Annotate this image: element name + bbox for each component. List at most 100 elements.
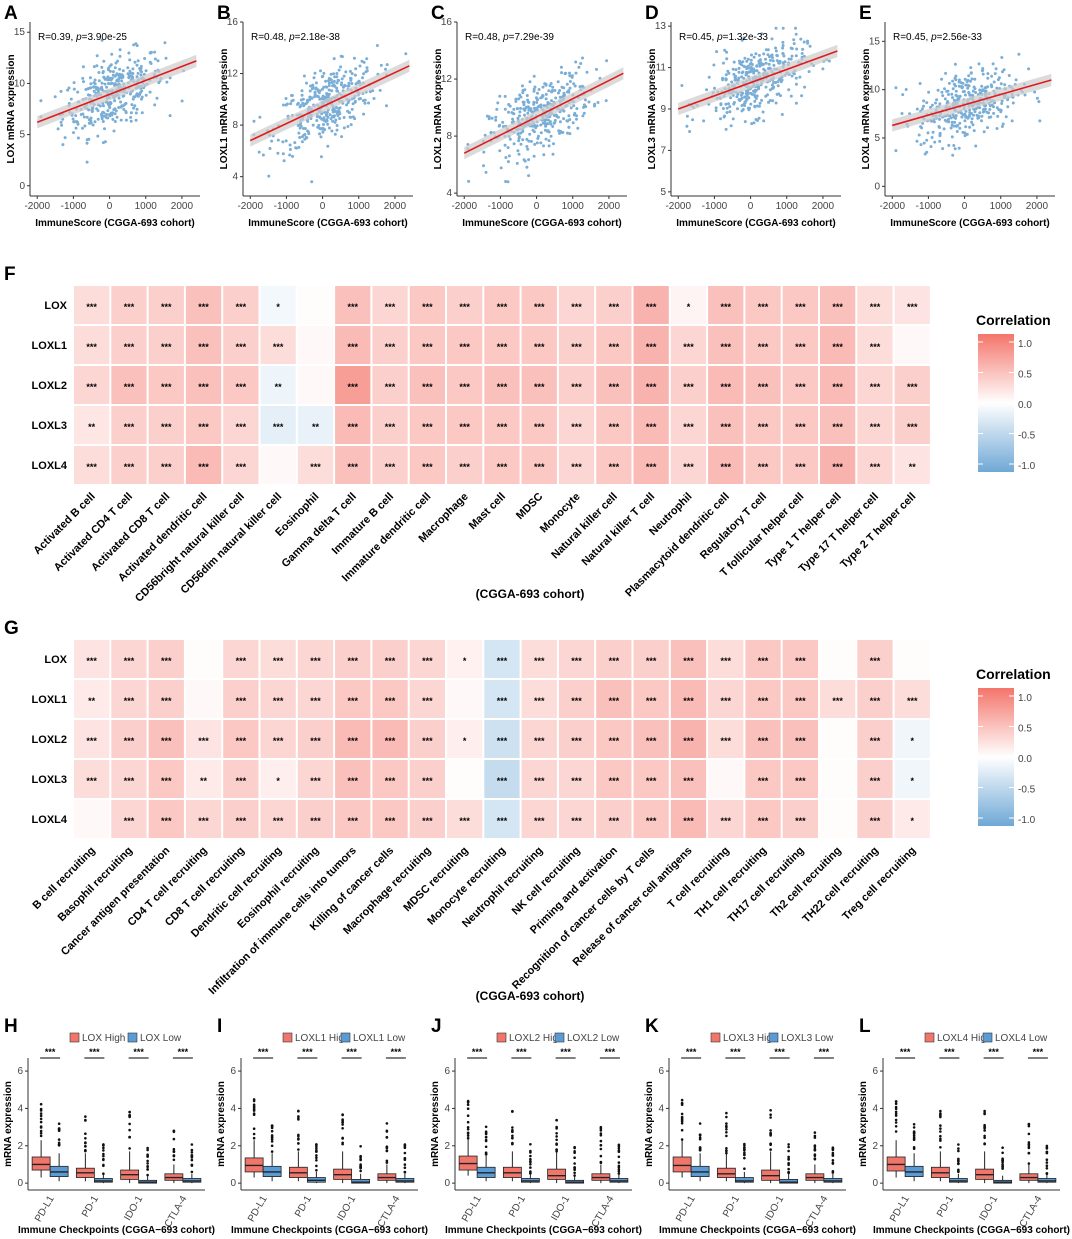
heatmap-cell bbox=[857, 720, 893, 758]
heatmap-cell bbox=[670, 720, 707, 758]
outlier-point bbox=[680, 1138, 684, 1141]
data-point bbox=[573, 84, 577, 88]
data-point bbox=[115, 115, 119, 119]
data-point bbox=[303, 127, 307, 130]
data-point bbox=[957, 146, 961, 150]
heatmap-cell bbox=[857, 286, 893, 324]
y-tick-label: 7 bbox=[660, 145, 666, 156]
data-point bbox=[800, 94, 804, 98]
data-point bbox=[268, 147, 272, 150]
data-point bbox=[329, 117, 333, 121]
outlier-point bbox=[1001, 1159, 1004, 1162]
significance-stars: *** bbox=[124, 816, 135, 826]
outlier-point bbox=[102, 1149, 105, 1152]
heatmap-cell bbox=[596, 640, 632, 678]
data-point bbox=[995, 127, 999, 130]
data-point bbox=[117, 96, 121, 100]
heatmap-cell bbox=[894, 760, 930, 798]
data-point bbox=[707, 75, 711, 79]
panel-label: F bbox=[4, 264, 16, 285]
significance-stars: ** bbox=[312, 422, 320, 432]
data-point bbox=[504, 156, 508, 159]
data-point bbox=[96, 117, 100, 121]
data-point bbox=[558, 131, 561, 135]
data-point bbox=[781, 61, 785, 65]
significance-stars: *** bbox=[720, 422, 731, 432]
box-iqr bbox=[672, 1156, 692, 1173]
outlier-point bbox=[912, 1138, 916, 1141]
outlier-point bbox=[466, 1131, 470, 1135]
data-point bbox=[741, 70, 745, 74]
x-tick-label: 2000 bbox=[1026, 201, 1049, 212]
significance-stars: ** bbox=[88, 696, 96, 706]
heatmap-cell bbox=[782, 326, 818, 364]
data-point bbox=[511, 117, 515, 121]
data-point bbox=[568, 118, 572, 122]
data-point bbox=[731, 67, 735, 71]
outlier-point bbox=[252, 1106, 256, 1110]
data-point bbox=[118, 67, 122, 71]
data-point bbox=[938, 133, 942, 137]
data-point bbox=[515, 107, 519, 110]
data-point bbox=[568, 80, 572, 83]
data-point bbox=[139, 73, 143, 77]
data-point bbox=[757, 53, 761, 57]
heatmap-cell bbox=[708, 680, 744, 718]
legend-swatch-high bbox=[924, 1032, 935, 1043]
data-point bbox=[506, 180, 510, 184]
data-point bbox=[82, 115, 86, 119]
significance-stars: *** bbox=[347, 422, 358, 432]
p-value: =2.56e-33 bbox=[937, 32, 983, 43]
outlier-point bbox=[172, 1137, 176, 1141]
data-point bbox=[943, 97, 947, 101]
data-point bbox=[67, 86, 71, 90]
data-point bbox=[966, 78, 970, 82]
data-point bbox=[732, 102, 736, 106]
outlier-point bbox=[555, 1142, 558, 1145]
data-point bbox=[490, 116, 494, 120]
heatmap-cell bbox=[558, 760, 595, 798]
data-point bbox=[747, 108, 751, 112]
data-point bbox=[582, 105, 585, 109]
data-point bbox=[536, 105, 540, 109]
data-point bbox=[131, 97, 135, 101]
panel-label: K bbox=[645, 1016, 659, 1037]
data-point bbox=[281, 152, 285, 156]
outlier-point bbox=[39, 1114, 43, 1118]
data-point bbox=[467, 179, 471, 183]
outlier-point bbox=[128, 1110, 131, 1114]
data-point bbox=[738, 61, 742, 65]
x-tick-label: CTLA-4 bbox=[590, 1194, 617, 1230]
significance-stars: *** bbox=[459, 816, 470, 826]
data-point bbox=[947, 81, 951, 85]
data-point bbox=[722, 61, 725, 65]
correlation-stat: R=0.48, p=7.29e-39 bbox=[465, 32, 554, 43]
data-point bbox=[553, 89, 557, 92]
data-point bbox=[332, 72, 336, 76]
data-point bbox=[302, 74, 306, 78]
row-label: LOXL4 bbox=[32, 814, 68, 826]
data-point bbox=[39, 99, 43, 103]
heatmap-cell bbox=[745, 366, 781, 404]
data-point bbox=[118, 48, 122, 52]
data-point bbox=[757, 61, 761, 65]
data-point bbox=[705, 88, 709, 92]
data-point bbox=[117, 106, 121, 109]
data-point bbox=[740, 109, 744, 113]
data-point bbox=[138, 67, 142, 70]
data-point bbox=[781, 26, 785, 30]
significance-stars: *** bbox=[236, 342, 247, 352]
outlier-point bbox=[297, 1118, 300, 1121]
data-point bbox=[764, 85, 768, 89]
y-tick-label: 4 bbox=[17, 1103, 23, 1114]
outlier-point bbox=[511, 1130, 514, 1133]
outlier-point bbox=[466, 1126, 470, 1129]
outlier-point bbox=[939, 1134, 942, 1138]
legend-swatch-high bbox=[496, 1032, 507, 1043]
data-point bbox=[746, 57, 750, 61]
data-point bbox=[300, 140, 304, 144]
outlier-point bbox=[190, 1170, 194, 1174]
x-tick-label: CTLA-4 bbox=[1018, 1194, 1045, 1230]
heatmap-cell bbox=[74, 326, 110, 364]
data-point bbox=[345, 103, 349, 107]
